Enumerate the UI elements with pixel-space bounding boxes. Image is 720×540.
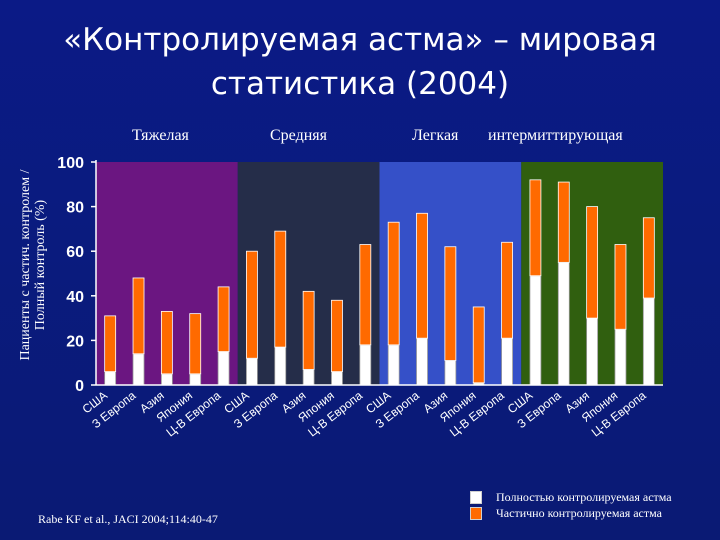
title-line-2: статистика (2004) (210, 66, 510, 102)
bar-partial (132, 277, 145, 355)
bar-partial (217, 286, 230, 352)
bar-controlled (529, 275, 542, 386)
title-line-1: «Контролируемая астма» – мировая (63, 22, 657, 58)
bar-partial (529, 179, 542, 277)
bar-controlled (387, 344, 400, 386)
bar-partial (387, 221, 400, 346)
legend-swatch-partial (470, 506, 482, 520)
y-tick-label: 80 (66, 200, 84, 217)
y-tick-label: 60 (66, 244, 84, 261)
y-tick-label: 0 (75, 378, 84, 395)
slide-title: «Контролируемая астма» – мировая статист… (0, 18, 720, 106)
group-label-severe: Тяжелая (132, 127, 189, 144)
bar-controlled (501, 337, 513, 386)
bar-partial (189, 313, 202, 375)
y-tick-label: 100 (57, 155, 84, 172)
bar-partial (160, 311, 173, 375)
bar-controlled (160, 373, 173, 386)
legend-label-controlled: Полностью контролируемая астма (496, 489, 672, 504)
legend: Полностью контролируемая астма Частично … (470, 489, 672, 521)
bar-partial (104, 315, 117, 373)
bar-controlled (586, 317, 599, 386)
bar-partial (614, 244, 627, 330)
bar-controlled (416, 337, 428, 386)
group-label-intermittent: интермиттирующая (488, 127, 623, 144)
bar-partial (472, 306, 485, 384)
legend-item-controlled: Полностью контролируемая астма (470, 489, 672, 505)
bar-controlled (217, 351, 230, 386)
bar-controlled (642, 297, 655, 386)
bar-partial (359, 244, 372, 346)
bar-partial (444, 246, 457, 361)
bar-controlled (104, 371, 117, 386)
bar-controlled (614, 328, 627, 386)
group-label-mild: Легкая (412, 127, 459, 144)
y-tick-label: 40 (66, 289, 84, 306)
bar-partial (501, 241, 513, 339)
legend-swatch-controlled (470, 490, 482, 504)
bar-controlled (444, 360, 457, 386)
legend-item-partial: Частично контролируемая астма (470, 505, 672, 521)
bar-partial (557, 181, 570, 263)
bar-controlled (302, 368, 315, 386)
bar-partial (416, 212, 428, 339)
bar-controlled (359, 344, 372, 386)
bar-partial (302, 290, 315, 370)
bar-partial (586, 206, 599, 319)
bar-controlled (246, 357, 258, 386)
bar-partial (331, 299, 343, 373)
bar-partial (642, 217, 655, 299)
bar-controlled (132, 353, 145, 386)
bar-controlled (557, 261, 570, 386)
group-label-moderate: Средняя (270, 127, 327, 144)
bar-controlled (274, 346, 287, 386)
legend-label-partial: Частично контролируемая астма (496, 505, 662, 520)
bar-partial (274, 230, 287, 348)
bar-partial (246, 250, 258, 359)
bar-controlled (331, 371, 343, 386)
y-tick-label: 20 (66, 333, 84, 350)
bar-controlled (189, 373, 202, 386)
citation: Rabe KF et al., JACI 2004;114:40-47 (38, 512, 218, 526)
